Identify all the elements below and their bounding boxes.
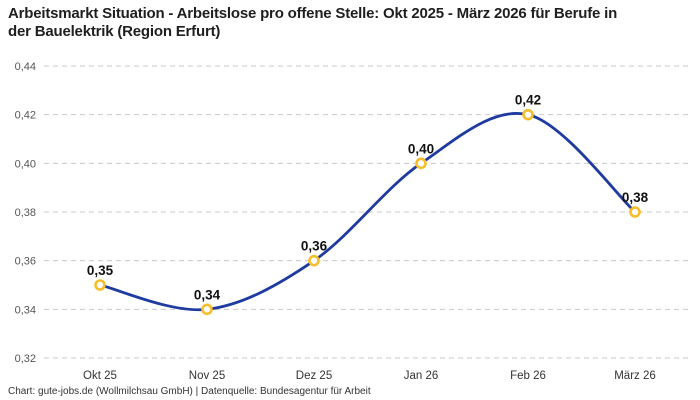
y-tick-label: 0,34 [15, 304, 36, 316]
x-tick-label: Nov 25 [189, 370, 225, 382]
y-tick-label: 0,36 [15, 256, 36, 268]
chart-title: Arbeitsmarkt Situation - Arbeitslose pro… [8, 5, 618, 41]
data-point-label: 0,34 [194, 287, 221, 302]
data-point-label: 0,38 [622, 190, 649, 205]
data-point-marker [415, 157, 427, 170]
y-tick-label: 0,44 [15, 61, 36, 73]
data-point-marker [522, 108, 534, 121]
y-tick-label: 0,42 [15, 110, 36, 122]
data-point-marker [201, 303, 213, 316]
x-tick-label: Feb 26 [510, 370, 546, 382]
y-tick-label: 0,32 [15, 353, 36, 365]
x-tick-label: Okt 25 [83, 370, 117, 382]
x-tick-label: Jan 26 [404, 370, 439, 382]
data-point-marker [94, 279, 106, 291]
data-point-marker [308, 254, 320, 267]
x-tick-label: März 26 [614, 370, 656, 382]
data-point-marker [629, 206, 641, 218]
data-point-label: 0,42 [515, 93, 541, 108]
chart-footer: Chart: gute-jobs.de (Wollmilchsau GmbH) … [8, 386, 371, 397]
y-tick-label: 0,38 [15, 207, 36, 219]
y-tick-label: 0,40 [15, 158, 36, 170]
data-point-label: 0,35 [87, 263, 114, 278]
x-tick-label: Dez 25 [296, 370, 332, 382]
data-point-label: 0,36 [301, 239, 328, 254]
data-point-label: 0,40 [408, 141, 434, 156]
